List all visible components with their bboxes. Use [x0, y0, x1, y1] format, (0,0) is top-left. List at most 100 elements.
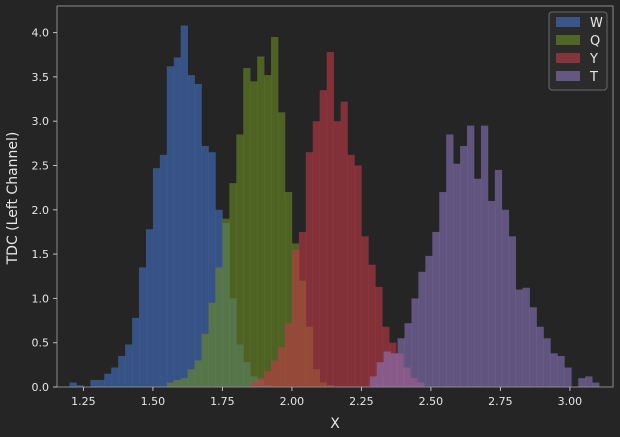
bar — [305, 152, 314, 387]
bar — [312, 121, 321, 387]
bar — [340, 101, 348, 387]
x-tick-label: 3.00 — [558, 395, 583, 408]
bar — [404, 323, 412, 387]
bar — [333, 121, 341, 387]
y-tick-label: 0.5 — [32, 337, 50, 350]
x-axis-label: X — [330, 416, 340, 432]
bar — [557, 355, 565, 387]
plot-frame — [56, 5, 614, 388]
bar — [166, 382, 175, 387]
bar — [411, 298, 419, 387]
bar — [284, 192, 293, 387]
bar — [474, 178, 482, 387]
bar — [319, 90, 327, 388]
bar — [236, 134, 244, 387]
bar — [284, 323, 293, 387]
x-tick-label: 2.50 — [419, 395, 444, 408]
bar — [418, 271, 426, 387]
legend-label: T — [589, 70, 598, 85]
bar — [501, 209, 510, 387]
bar — [208, 302, 216, 387]
bar — [208, 152, 216, 387]
bar — [104, 373, 112, 387]
y-tick-label: 3.5 — [32, 71, 50, 84]
bar — [215, 267, 223, 387]
legend-box — [548, 11, 608, 91]
legend-swatch — [556, 35, 580, 45]
bar — [564, 367, 572, 387]
bar — [298, 231, 307, 387]
bar — [432, 231, 440, 387]
y-tick-label: 2.5 — [32, 159, 50, 172]
bar — [243, 68, 251, 388]
x-tick-label: 2.00 — [280, 395, 305, 408]
bar — [291, 249, 300, 387]
y-tick-label: 3.0 — [32, 115, 50, 128]
bar — [264, 371, 272, 387]
y-tick-label: 4.0 — [32, 27, 50, 40]
bar — [180, 25, 188, 388]
bar — [187, 369, 195, 387]
bar — [173, 379, 182, 387]
bar — [201, 146, 209, 387]
bar — [585, 376, 593, 387]
bar — [467, 125, 475, 388]
bar — [326, 52, 334, 387]
x-axis: 1.25 1.50 1.75 2.00 2.25 2.50 2.75 3.00 — [71, 387, 582, 408]
bar — [90, 379, 98, 387]
bar — [125, 344, 133, 387]
y-tick-label: 1.5 — [32, 248, 50, 261]
plot-area — [56, 5, 614, 388]
bar — [376, 362, 384, 387]
y-tick-label: 2.0 — [32, 204, 50, 217]
y-axis: 0.0 0.5 1.0 1.5 2.0 2.5 3.0 3.5 4.0 — [32, 27, 57, 394]
bar — [383, 351, 391, 387]
legend-swatch — [556, 71, 580, 81]
bar — [271, 37, 279, 387]
legend-swatch — [556, 17, 580, 27]
bar — [375, 286, 383, 387]
x-tick-label: 1.50 — [141, 395, 166, 408]
bar — [97, 379, 105, 387]
y-tick-label: 1.0 — [32, 292, 50, 305]
bar — [118, 355, 126, 387]
bar — [480, 125, 489, 388]
legend-label: Y — [589, 52, 598, 67]
bar — [139, 267, 147, 387]
bar — [257, 56, 265, 387]
bar — [453, 163, 461, 387]
bar — [361, 236, 369, 387]
bar — [264, 75, 272, 388]
bar — [425, 255, 433, 387]
bar — [194, 360, 202, 387]
bar — [368, 264, 376, 387]
bar — [173, 57, 182, 387]
bar — [592, 382, 600, 387]
bar — [194, 83, 202, 387]
x-tick-label: 1.25 — [71, 395, 96, 408]
bars-layer — [69, 25, 600, 388]
legend-swatch — [556, 53, 580, 63]
bar — [76, 385, 84, 387]
bar — [347, 154, 355, 387]
bar — [354, 165, 362, 387]
x-tick-label: 2.25 — [349, 395, 374, 408]
bar — [152, 168, 161, 387]
bar — [515, 289, 523, 387]
bar — [397, 338, 405, 387]
bar — [278, 347, 286, 387]
bar — [460, 146, 468, 387]
series-T — [369, 125, 600, 388]
bar — [446, 134, 454, 387]
bar — [369, 376, 377, 387]
bar — [522, 287, 530, 387]
x-tick-label: 1.75 — [210, 395, 235, 408]
legend-label: W — [590, 16, 603, 31]
bar — [278, 112, 286, 387]
x-tick-label: 2.75 — [488, 395, 513, 408]
bar — [536, 326, 544, 387]
legend-label: Q — [590, 34, 600, 49]
y-tick-label: 0.0 — [32, 381, 50, 394]
